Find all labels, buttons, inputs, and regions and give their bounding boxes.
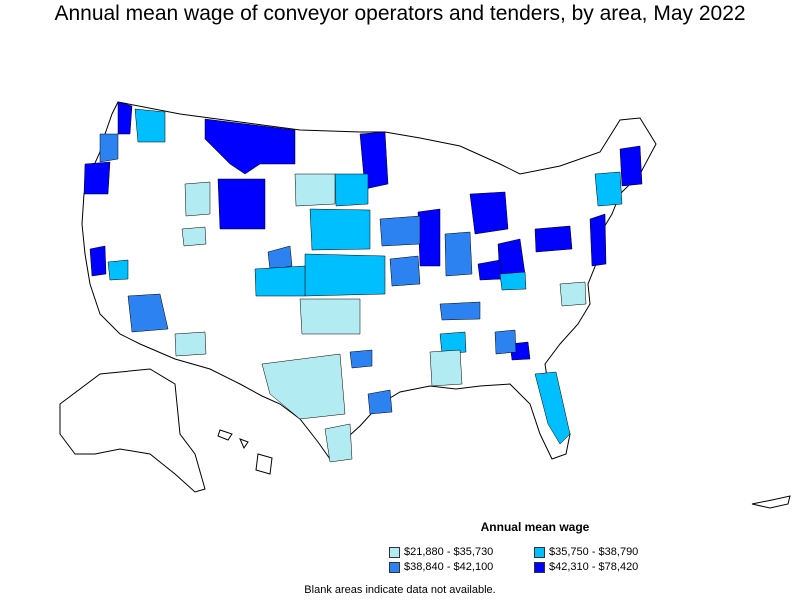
legend-label-3: $38,840 - $42,100 bbox=[404, 561, 494, 573]
region-colorado-west bbox=[267, 245, 293, 271]
legend-item-3: $38,840 - $42,100 bbox=[389, 561, 493, 573]
region-oregon-north bbox=[99, 133, 119, 163]
region-kentucky-east bbox=[499, 271, 527, 291]
region-florida bbox=[534, 371, 571, 445]
legend-label-1: $21,880 - $35,730 bbox=[404, 546, 494, 558]
region-new-england bbox=[594, 171, 623, 207]
region-montana-north bbox=[204, 118, 296, 175]
region-pennsylvania bbox=[534, 225, 573, 253]
region-illinois bbox=[417, 208, 441, 267]
legend-item-2: $35,750 - $38,790 bbox=[534, 546, 638, 558]
region-virginia bbox=[559, 281, 587, 307]
legend-item-1: $21,880 - $35,730 bbox=[389, 546, 493, 558]
alaska-outline bbox=[59, 368, 206, 493]
legend-label-2: $35,750 - $38,790 bbox=[549, 546, 639, 558]
wage-regions bbox=[83, 101, 643, 463]
region-new-jersey bbox=[589, 213, 607, 267]
region-indiana bbox=[444, 231, 473, 277]
map-title: Annual mean wage of conveyor operators a… bbox=[54, 2, 746, 25]
region-alabama bbox=[494, 329, 517, 355]
region-oregon-west bbox=[83, 161, 111, 195]
footnote: Blank areas indicate data not available. bbox=[304, 584, 496, 596]
legend-swatch-3 bbox=[389, 561, 400, 573]
region-new-mexico bbox=[174, 331, 207, 357]
region-mississippi bbox=[429, 349, 463, 387]
region-wyoming bbox=[217, 178, 266, 230]
region-texas-south bbox=[324, 423, 353, 463]
region-arizona bbox=[127, 293, 169, 333]
region-washington-west bbox=[117, 101, 133, 135]
region-michigan bbox=[469, 191, 509, 235]
legend-item-4: $42,310 - $78,420 bbox=[534, 561, 638, 573]
region-texas-coast bbox=[367, 389, 393, 415]
legend-swatch-4 bbox=[534, 561, 545, 573]
puerto-rico-outline bbox=[751, 495, 791, 509]
region-texas-east bbox=[349, 349, 373, 369]
region-iowa bbox=[379, 215, 421, 247]
legend-label-4: $42,310 - $78,420 bbox=[549, 561, 639, 573]
region-california bbox=[89, 245, 107, 277]
region-california-central bbox=[107, 259, 129, 281]
legend-title: Annual mean wage bbox=[480, 520, 590, 534]
region-oklahoma bbox=[299, 298, 361, 335]
region-south-dakota bbox=[334, 173, 369, 207]
region-idaho bbox=[184, 181, 211, 217]
region-nebraska bbox=[309, 208, 371, 251]
region-texas-west bbox=[261, 353, 346, 420]
region-kansas bbox=[304, 253, 386, 297]
region-utah bbox=[181, 226, 207, 247]
region-maine bbox=[619, 145, 643, 187]
region-washington-east bbox=[134, 108, 166, 143]
legend-swatch-1 bbox=[389, 546, 400, 558]
hawaii-outline bbox=[217, 429, 273, 475]
us-map-svg bbox=[59, 101, 791, 509]
region-missouri bbox=[389, 255, 421, 287]
region-tennessee bbox=[439, 301, 481, 321]
region-north-dakota bbox=[294, 173, 336, 207]
region-arkansas bbox=[439, 331, 467, 355]
us-map bbox=[0, 34, 800, 514]
legend-swatch-2 bbox=[534, 546, 545, 558]
region-colorado-east bbox=[254, 265, 306, 297]
